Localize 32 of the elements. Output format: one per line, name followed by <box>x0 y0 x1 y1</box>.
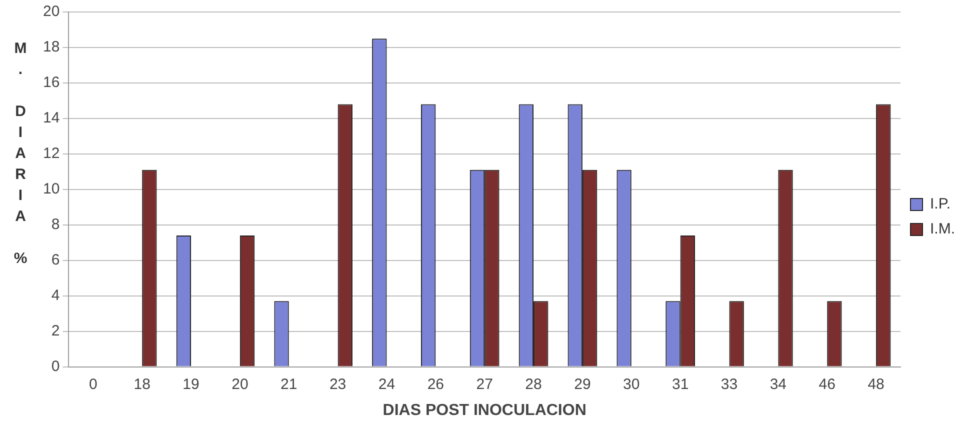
y-tick-label: 4 <box>51 286 60 304</box>
x-tick-label: 24 <box>378 376 396 393</box>
x-tick-label: 26 <box>427 376 444 393</box>
x-tick-label: 31 <box>672 376 689 393</box>
y-tick-label: 20 <box>42 3 60 20</box>
x-tick-label: 48 <box>868 376 884 393</box>
x-tick-label: 34 <box>770 376 787 393</box>
y-tick-label: 16 <box>42 74 60 92</box>
x-tick-label: 18 <box>134 376 150 393</box>
x-tick-label: 29 <box>574 376 591 393</box>
y-tick-label: 12 <box>42 145 60 162</box>
y-tick-label: 18 <box>42 38 60 56</box>
y-tick-label: 6 <box>51 252 60 268</box>
x-tick-label: 30 <box>623 376 640 393</box>
y-tick-label: 8 <box>51 216 60 234</box>
y-tick-label: 2 <box>51 322 60 340</box>
x-tick-label: 19 <box>182 376 200 393</box>
x-tick-label: 33 <box>720 376 738 393</box>
x-tick-label: 23 <box>329 376 346 393</box>
x-tick-label: 28 <box>525 376 542 393</box>
y-tick-label: 14 <box>42 110 60 127</box>
x-tick-label: 27 <box>476 376 493 393</box>
y-axis-title: M. DIARIA % <box>12 40 29 271</box>
legend-label: I.P. <box>930 196 951 213</box>
y-tick-label: 0 <box>51 358 60 375</box>
x-tick-label: 0 <box>88 376 98 393</box>
x-tick-label: 20 <box>232 376 248 393</box>
legend-label: I.M. <box>930 220 955 238</box>
x-tick-label: 46 <box>818 376 836 393</box>
x-tick-label: 21 <box>280 376 298 393</box>
y-tick-label: 10 <box>42 180 60 198</box>
x-axis-title: DIAS POST INOCULACION <box>382 402 586 419</box>
